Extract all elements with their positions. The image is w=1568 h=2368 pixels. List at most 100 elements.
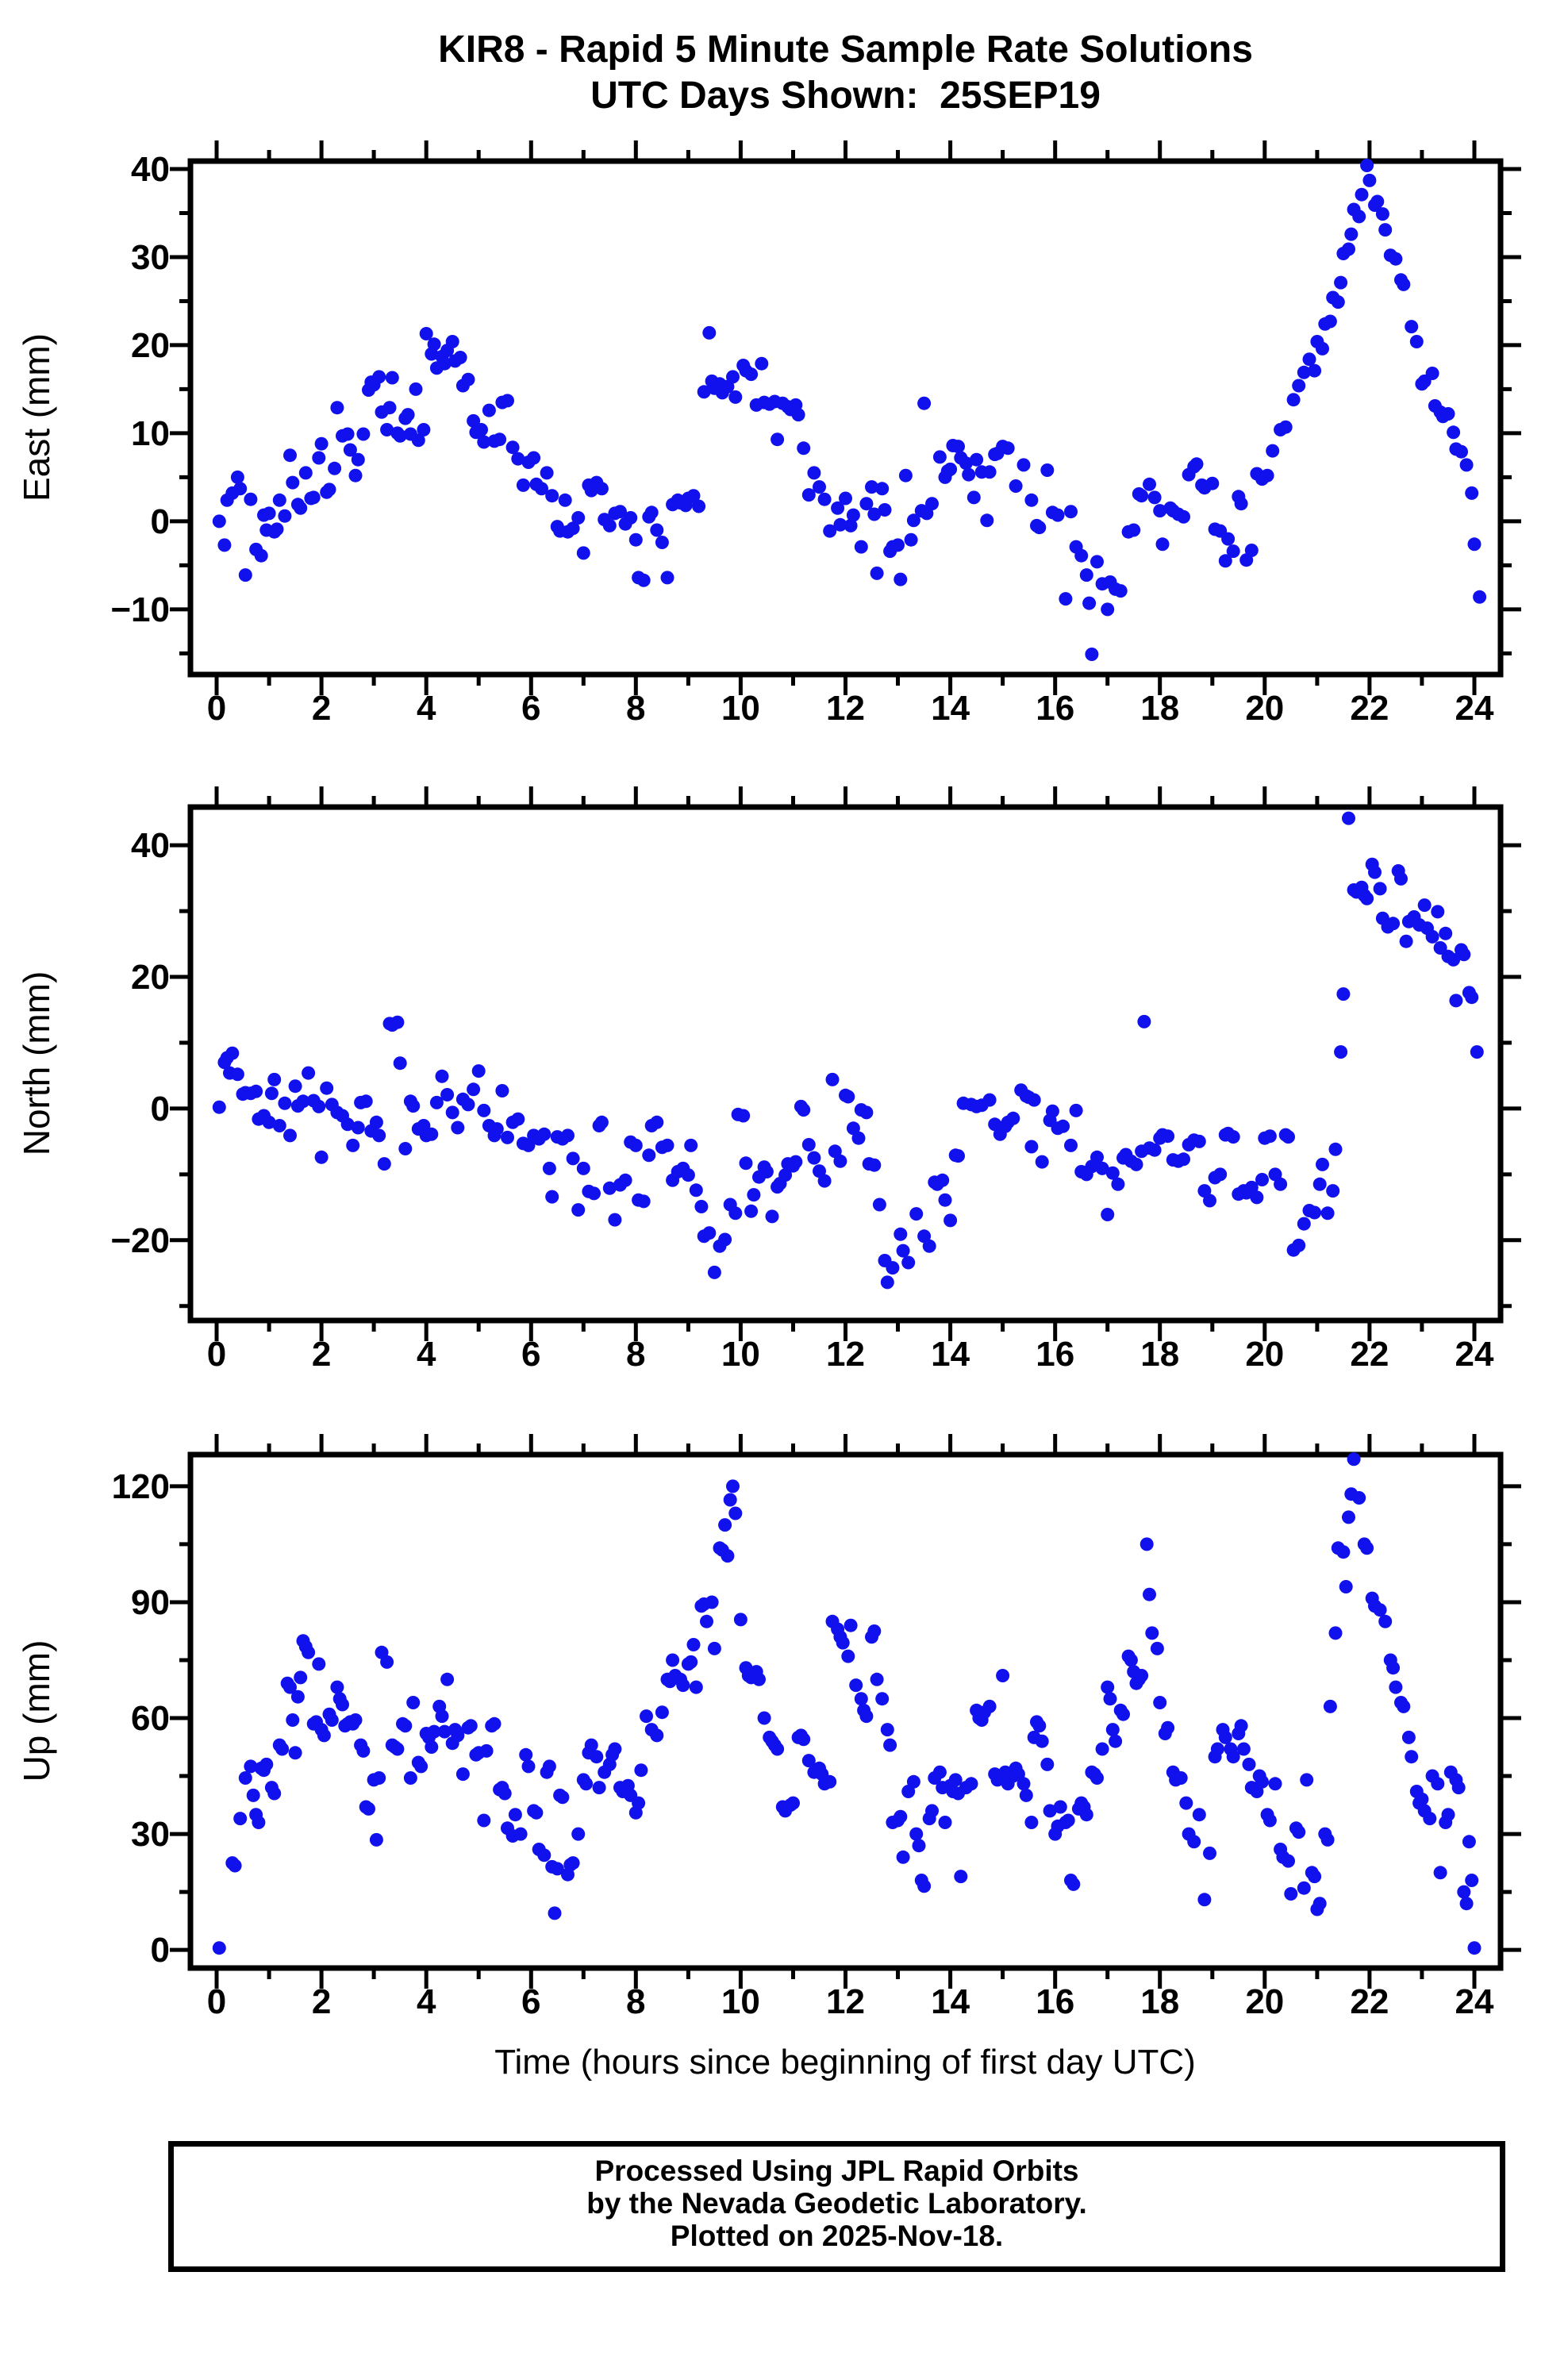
east-data-point <box>1397 277 1411 291</box>
east-data-point <box>1143 477 1156 491</box>
east-data-point <box>254 548 268 563</box>
east-data-point <box>1082 596 1097 610</box>
east-data-point <box>1040 463 1055 477</box>
up-data-point <box>1312 1897 1327 1911</box>
up-data-point <box>1415 1792 1429 1806</box>
east-data-point <box>870 566 884 580</box>
up-data-point <box>1297 1881 1311 1895</box>
east-data-point <box>540 466 554 480</box>
up-data-point <box>1035 1734 1049 1748</box>
up-data-point <box>718 1518 732 1532</box>
north-data-point <box>249 1084 263 1098</box>
east-data-point <box>1342 242 1355 256</box>
north-data-point <box>901 1255 916 1270</box>
up-data-point <box>1397 1699 1411 1713</box>
east-data-point <box>1101 602 1115 617</box>
east-data-point <box>943 462 958 476</box>
up-data-point <box>1339 1580 1353 1593</box>
north-data-point <box>542 1161 556 1175</box>
up-data-point <box>362 1801 375 1816</box>
up-data-point <box>938 1816 952 1829</box>
up-data-point <box>1174 1771 1188 1785</box>
east-data-point <box>959 456 973 471</box>
east-data-point <box>660 571 674 585</box>
north-data-point <box>1386 917 1401 931</box>
north-data-point <box>880 1275 894 1290</box>
north-data-point <box>1027 1093 1041 1107</box>
east-data-point <box>1292 379 1306 393</box>
north-data-point <box>212 1100 226 1114</box>
north-data-point <box>1447 952 1461 967</box>
east-data-point <box>535 482 548 496</box>
up-data-point <box>550 1862 564 1876</box>
east-data-point <box>1362 173 1377 187</box>
east-data-point <box>1024 493 1039 507</box>
up-data-point <box>1179 1796 1193 1810</box>
north-data-point <box>425 1127 439 1141</box>
east-data-point <box>411 433 425 448</box>
up-data-point <box>330 1680 344 1694</box>
east-data-point <box>445 335 459 348</box>
east-data-point <box>382 401 397 415</box>
up-data-point <box>867 1624 882 1638</box>
up-data-point <box>757 1711 771 1725</box>
north-data-point <box>1326 1184 1340 1198</box>
east-data-point <box>312 451 326 465</box>
north-data-point <box>689 1183 703 1197</box>
north-data-point <box>495 1084 509 1098</box>
up-data-point <box>1378 1614 1393 1628</box>
up-data-point <box>883 1738 897 1752</box>
east-data-point <box>1331 295 1345 309</box>
up-data-point <box>1090 1771 1104 1785</box>
north-data-point <box>1192 1134 1206 1148</box>
east-data-point <box>262 506 276 521</box>
up-x-tick-label: 2 <box>312 1982 331 2021</box>
east-data-point <box>891 538 905 552</box>
up-data-point <box>435 1709 449 1724</box>
east-data-point <box>1297 365 1311 379</box>
up-data-point <box>312 1657 326 1671</box>
north-data-point <box>445 1105 459 1120</box>
up-data-point <box>571 1827 586 1841</box>
north-data-point <box>1111 1177 1125 1191</box>
up-data-point <box>1040 1757 1055 1771</box>
up-data-point <box>655 1705 669 1720</box>
east-data-point <box>1244 544 1259 557</box>
up-data-point <box>1103 1692 1117 1706</box>
up-data-point <box>726 1479 740 1493</box>
east-data-point <box>1378 223 1393 237</box>
up-data-point <box>548 1906 562 1920</box>
east-x-tick-label: 2 <box>312 689 331 728</box>
up-data-point <box>414 1759 429 1774</box>
north-data-point <box>642 1148 656 1163</box>
east-data-point <box>372 370 386 384</box>
up-data-point <box>336 1697 349 1712</box>
east-data-point <box>401 408 415 422</box>
north-data-point <box>922 1239 936 1253</box>
east-x-tick-label: 22 <box>1350 689 1389 728</box>
up-data-point <box>275 1742 290 1756</box>
north-data-point <box>545 1190 559 1204</box>
east-x-tick-label: 18 <box>1140 689 1179 728</box>
east-data-point <box>1316 341 1329 356</box>
up-data-point <box>1373 1603 1387 1617</box>
up-data-point <box>1203 1846 1216 1860</box>
up-data-point <box>1320 1832 1335 1847</box>
north-data-point <box>951 1149 965 1163</box>
east-data-point <box>1059 592 1073 606</box>
north-data-point <box>828 1144 842 1159</box>
up-y-tick-label: 30 <box>131 1815 170 1854</box>
up-data-point <box>841 1649 855 1663</box>
east-data-point <box>1455 444 1468 459</box>
east-data-point <box>791 408 805 422</box>
north-data-point <box>739 1156 753 1171</box>
east-data-point <box>453 351 467 364</box>
up-data-point <box>849 1678 863 1693</box>
east-data-point <box>286 475 300 490</box>
up-data-point <box>1433 1866 1447 1880</box>
north-data-point <box>467 1082 481 1097</box>
east-data-point <box>602 518 617 532</box>
up-data-point <box>1226 1750 1240 1764</box>
up-data-point <box>707 1641 721 1655</box>
